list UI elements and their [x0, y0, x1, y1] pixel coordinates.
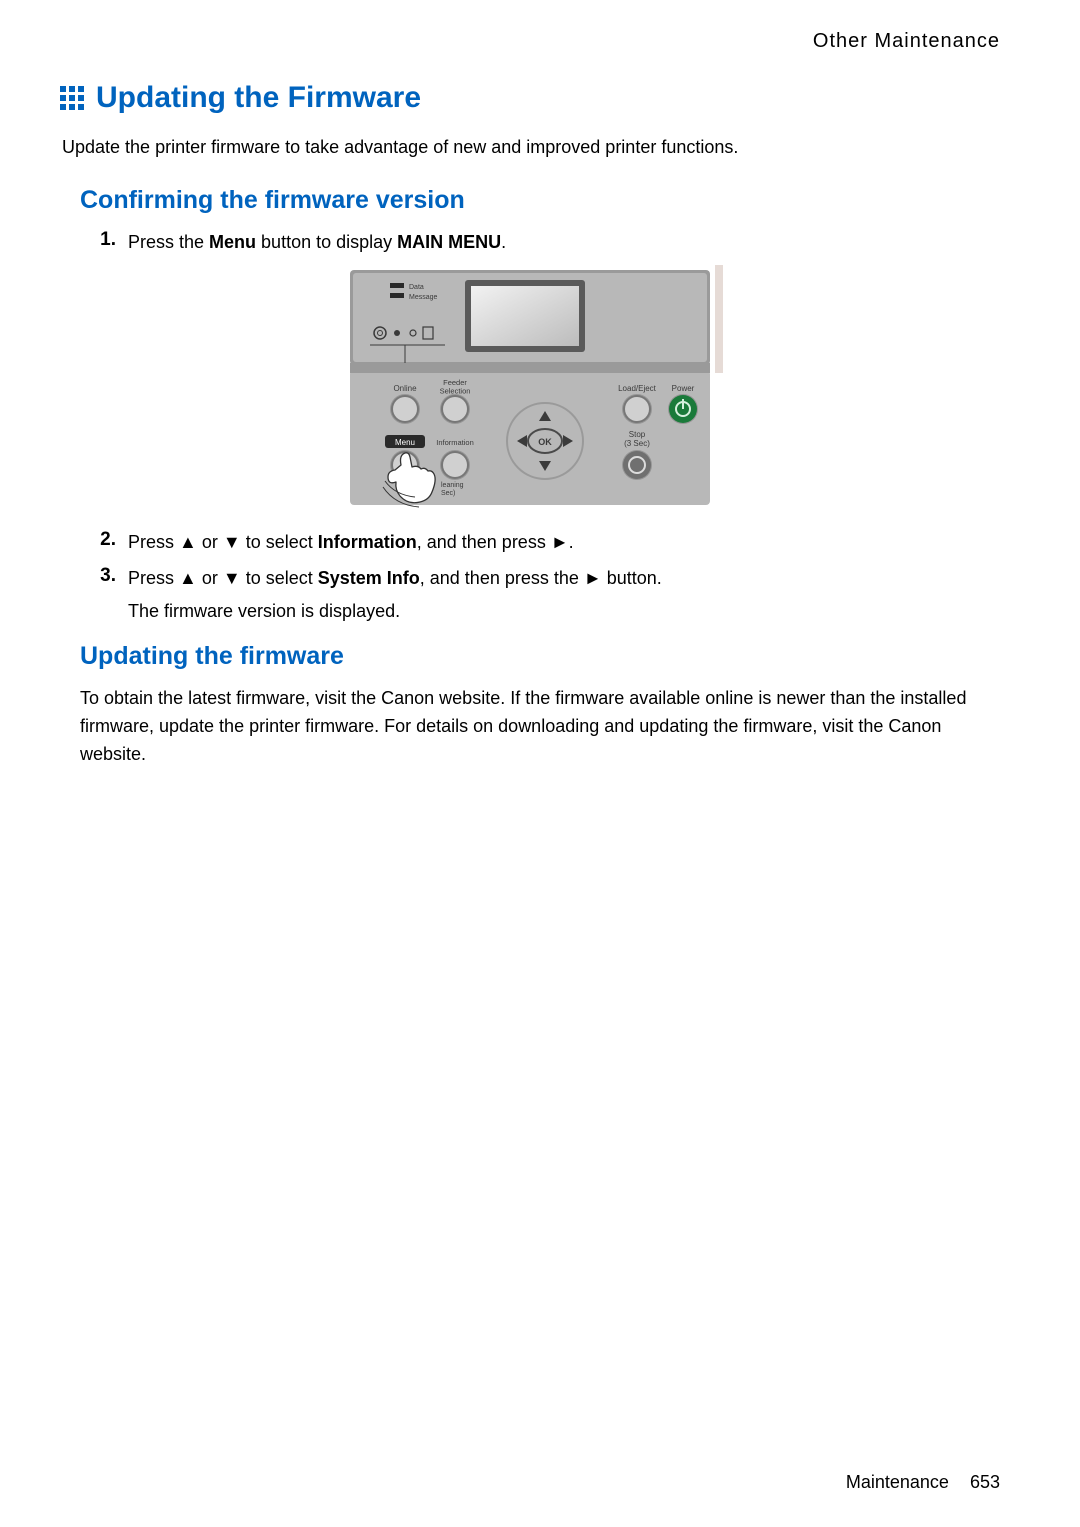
svg-text:Load/Eject: Load/Eject [618, 384, 657, 393]
step-bold: MAIN MENU [397, 232, 501, 252]
step-1: 1. Press the Menu button to display MAIN… [90, 229, 1000, 255]
grid-icon [60, 86, 84, 110]
step-2: 2. Press ▲ or ▼ to select Information, a… [90, 529, 1000, 555]
step-text: Press the [128, 232, 209, 252]
page-footer: Maintenance 653 [846, 1472, 1000, 1493]
control-panel-illustration: DataMessageOnlineFeederSelectionMenuInfo… [335, 265, 725, 515]
footer-page: 653 [970, 1472, 1000, 1492]
svg-text:Data: Data [409, 284, 424, 291]
svg-text:(3 Sec): (3 Sec) [624, 439, 650, 448]
svg-text:leaning: leaning [441, 482, 464, 489]
section1-heading: Confirming the firmware version [80, 186, 1000, 215]
svg-text:Information: Information [436, 438, 474, 447]
step-bold: Menu [209, 232, 256, 252]
step-3: 3. Press ▲ or ▼ to select System Info, a… [90, 565, 1000, 591]
footer-label: Maintenance [846, 1472, 949, 1492]
section2-heading: Updating the firmware [80, 642, 1000, 671]
header-section: Other Maintenance [60, 30, 1000, 53]
step-text: . [501, 232, 506, 252]
svg-text:Message: Message [409, 294, 438, 301]
step-num: 3. [90, 565, 116, 591]
svg-text:Stop: Stop [629, 430, 646, 439]
step3-followup: The firmware version is displayed. [128, 601, 1000, 622]
step-body: Press ▲ or ▼ to select Information, and … [128, 529, 574, 555]
title-row: Updating the Firmware [60, 81, 1000, 115]
svg-text:Menu: Menu [395, 438, 415, 447]
steps-list: 1. Press the Menu button to display MAIN… [90, 229, 1000, 255]
intro-text: Update the printer firmware to take adva… [62, 137, 1000, 158]
steps-list-cont: 2. Press ▲ or ▼ to select Information, a… [90, 529, 1000, 591]
section2-body: To obtain the latest firmware, visit the… [80, 685, 990, 769]
svg-text:Sec): Sec) [441, 490, 455, 497]
step-num: 1. [90, 229, 116, 255]
svg-text:Online: Online [393, 384, 417, 393]
page-title: Updating the Firmware [96, 81, 421, 115]
step-body: Press ▲ or ▼ to select System Info, and … [128, 565, 662, 591]
svg-text:OK: OK [538, 437, 552, 447]
step-num: 2. [90, 529, 116, 555]
svg-text:Power: Power [672, 384, 695, 393]
control-panel-figure: DataMessageOnlineFeederSelectionMenuInfo… [60, 265, 1000, 515]
step-text: button to display [256, 232, 397, 252]
step-body: Press the Menu button to display MAIN ME… [128, 229, 506, 255]
